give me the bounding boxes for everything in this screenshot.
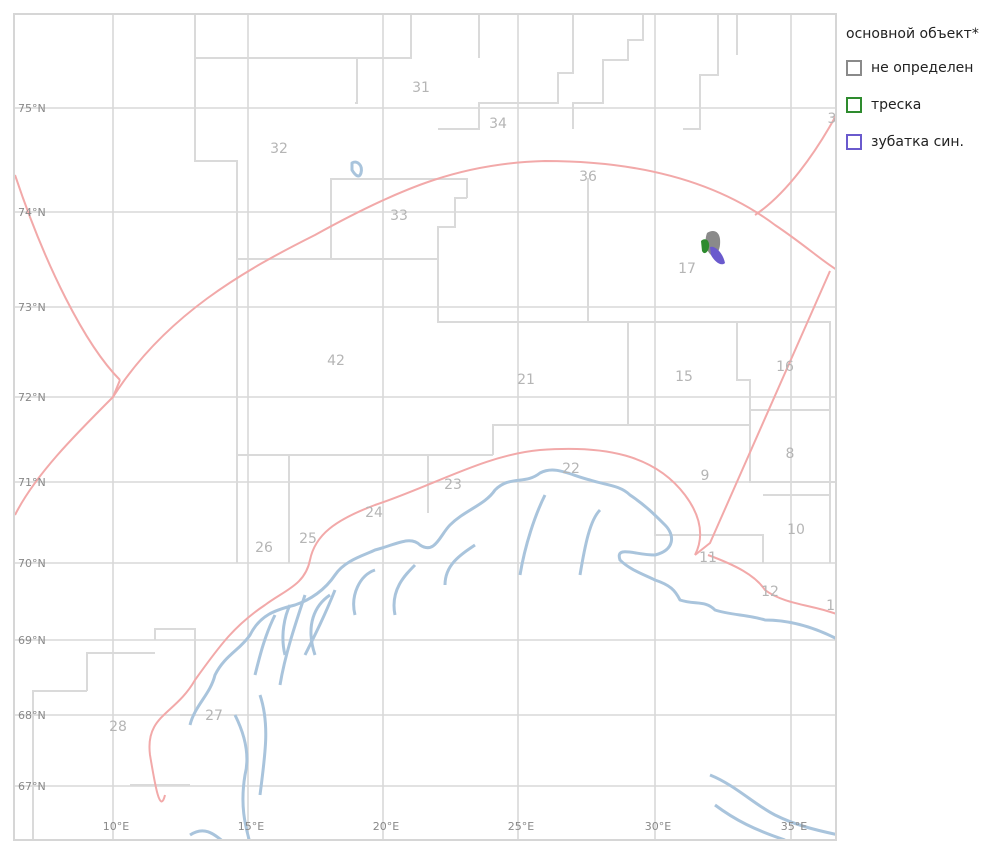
zone-border xyxy=(736,322,751,400)
zone-label: 27 xyxy=(205,708,223,724)
legend-label: не определен xyxy=(871,60,974,76)
zone-label: 23 xyxy=(444,477,462,493)
legend-item-cod[interactable]: треска xyxy=(846,95,1004,115)
zone-border xyxy=(330,178,468,259)
zone-border xyxy=(86,652,155,691)
lat-label: 74°N xyxy=(18,206,46,219)
coastline-fjord xyxy=(189,694,268,839)
longitude-labels: 10°E 15°E 20°E 25°E 30°E 35°E xyxy=(103,820,807,833)
zone-label: 17 xyxy=(678,261,696,277)
zone-border xyxy=(749,400,835,483)
boundary-line xyxy=(112,159,835,398)
legend-item-undetermined[interactable]: не определен xyxy=(846,58,1004,78)
map-canvas[interactable]: 75°N 74°N 73°N 72°N 71°N 70°N 69°N 68°N … xyxy=(13,13,837,841)
zone-label: 11 xyxy=(699,550,717,566)
lon-label: 35°E xyxy=(781,820,807,833)
zone-border xyxy=(194,15,588,323)
zone-label: 8 xyxy=(786,446,795,462)
boundary-line xyxy=(148,447,702,803)
legend-label: зубатка син. xyxy=(871,134,964,150)
lat-label: 73°N xyxy=(18,301,46,314)
zone-label: 24 xyxy=(365,505,383,521)
zone-border xyxy=(195,15,412,59)
lat-label: 71°N xyxy=(18,476,46,489)
zone-label: 12 xyxy=(761,584,779,600)
zone-label: 16 xyxy=(776,359,794,375)
zone-label: 15 xyxy=(675,369,693,385)
boundary-lines xyxy=(15,115,835,803)
legend-label: треска xyxy=(871,97,922,113)
catch-area-cod[interactable] xyxy=(701,239,710,254)
lat-label: 69°N xyxy=(18,634,46,647)
legend-title: основной объект* xyxy=(846,26,979,42)
graticule xyxy=(15,15,835,839)
legend-swatch-cod[interactable] xyxy=(846,97,862,113)
zone-label: 13 xyxy=(826,598,837,614)
legend-item-wolffish[interactable]: зубатка син. xyxy=(846,132,1004,152)
zone-label: 3 xyxy=(828,111,837,127)
coastline-east xyxy=(714,803,786,839)
coastline xyxy=(188,160,835,839)
lon-label: 10°E xyxy=(103,820,129,833)
catch-area-wolffish[interactable] xyxy=(710,246,725,265)
zone-border xyxy=(492,424,750,455)
lon-label: 25°E xyxy=(508,820,534,833)
zone-border xyxy=(32,690,87,839)
lat-label: 72°N xyxy=(18,391,46,404)
zone-border xyxy=(437,197,467,322)
zone-border xyxy=(355,58,358,104)
lon-label: 20°E xyxy=(373,820,399,833)
catch-markers xyxy=(701,231,725,265)
coastline-inner xyxy=(281,494,602,656)
zone-labels: 31 32 33 34 36 17 42 21 15 16 8 9 22 23 … xyxy=(109,80,837,735)
zone-border xyxy=(572,15,644,129)
zone-label: 21 xyxy=(517,372,535,388)
legend-swatch-wolffish[interactable] xyxy=(846,134,862,150)
zone-border xyxy=(438,15,574,130)
coastline-fjord xyxy=(253,589,337,686)
zone-label: 34 xyxy=(489,116,507,132)
boundary-line xyxy=(707,554,835,615)
boundary-line xyxy=(15,174,121,381)
legend: основной объект* не определен треска зуб… xyxy=(846,26,1004,169)
legend-swatch-undetermined[interactable] xyxy=(846,60,862,76)
zone-label: 31 xyxy=(412,80,430,96)
lat-label: 68°N xyxy=(18,709,46,722)
boundary-line xyxy=(15,379,121,516)
map-svg: 75°N 74°N 73°N 72°N 71°N 70°N 69°N 68°N … xyxy=(15,15,837,839)
coastline-east xyxy=(709,773,835,836)
lat-label: 75°N xyxy=(18,102,46,115)
coastline-main xyxy=(188,468,835,726)
island-bjornoya xyxy=(350,160,363,178)
zone-label: 26 xyxy=(255,540,273,556)
zone-label: 33 xyxy=(390,208,408,224)
zone-label: 28 xyxy=(109,719,127,735)
zone-border xyxy=(654,425,764,563)
zone-label: 22 xyxy=(562,461,580,477)
zone-border xyxy=(683,15,719,130)
lat-label: 67°N xyxy=(18,780,46,793)
fishing-zone-borders xyxy=(32,15,835,839)
lon-label: 15°E xyxy=(238,820,264,833)
latitude-labels: 75°N 74°N 73°N 72°N 71°N 70°N 69°N 68°N … xyxy=(18,102,46,793)
zone-label: 10 xyxy=(787,522,805,538)
zone-label: 36 xyxy=(579,169,597,185)
zone-label: 25 xyxy=(299,531,317,547)
zone-label: 42 xyxy=(327,353,345,369)
zone-label: 32 xyxy=(270,141,288,157)
zone-border xyxy=(154,628,196,716)
lon-label: 30°E xyxy=(645,820,671,833)
lat-label: 70°N xyxy=(18,557,46,570)
zone-label: 9 xyxy=(701,468,710,484)
boundary-line xyxy=(694,270,831,556)
boundary-line xyxy=(754,115,835,216)
